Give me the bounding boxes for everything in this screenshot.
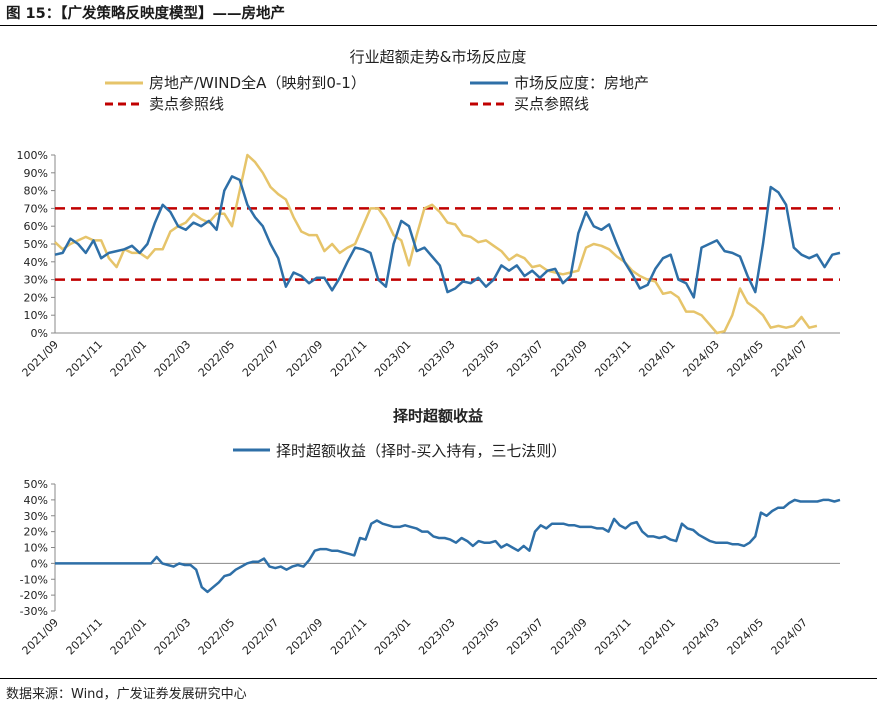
y-tick-label: 0% bbox=[31, 327, 48, 340]
y-tick-label: 30% bbox=[24, 510, 48, 523]
y-tick-label: -30% bbox=[20, 605, 48, 618]
x-tick-label: 2023/11 bbox=[592, 338, 634, 380]
chart2-title: 择时超额收益 bbox=[393, 407, 483, 425]
x-tick-label: 2024/07 bbox=[769, 616, 811, 658]
x-tick-label: 2022/11 bbox=[328, 616, 370, 658]
y-tick-label: 20% bbox=[24, 526, 48, 539]
y-tick-label: 40% bbox=[24, 494, 48, 507]
source-divider bbox=[0, 678, 877, 679]
x-tick-label: 2023/03 bbox=[416, 338, 458, 380]
chart1-title: 行业超额走势&市场反应度 bbox=[350, 48, 527, 66]
y-tick-label: 90% bbox=[24, 167, 48, 180]
x-tick-label: 2022/11 bbox=[328, 338, 370, 380]
x-tick-label: 2022/07 bbox=[240, 616, 282, 658]
series-line-timing-excess bbox=[55, 498, 841, 594]
y-tick-label: -20% bbox=[20, 589, 48, 602]
x-tick-label: 2023/01 bbox=[372, 616, 414, 658]
x-tick-label: 2023/03 bbox=[416, 616, 458, 658]
legend-label-4: 买点参照线 bbox=[514, 95, 589, 113]
legend-label-2: 市场反应度：房地产 bbox=[514, 74, 649, 92]
x-tick-label: 2022/07 bbox=[240, 338, 282, 380]
x-tick-label: 2022/01 bbox=[108, 338, 150, 380]
x-tick-label: 2023/01 bbox=[372, 338, 414, 380]
legend-label-timing: 择时超额收益（择时-买入持有，三七法则） bbox=[276, 442, 566, 460]
x-tick-label: 2024/05 bbox=[725, 616, 767, 658]
series-line-market-response bbox=[54, 175, 841, 299]
x-tick-label: 2022/05 bbox=[196, 616, 238, 658]
x-tick-label: 2024/03 bbox=[680, 338, 722, 380]
x-tick-label: 2023/07 bbox=[504, 338, 546, 380]
source-note: 数据来源：Wind，广发证券发展研究中心 bbox=[6, 687, 247, 702]
legend-label-1: 房地产/WIND全A（映射到0-1） bbox=[149, 74, 366, 92]
y-tick-label: 50% bbox=[24, 478, 48, 491]
y-tick-label: 60% bbox=[24, 220, 48, 233]
x-tick-label: 2024/01 bbox=[636, 338, 678, 380]
x-tick-label: 2022/03 bbox=[152, 338, 194, 380]
legend-label-3: 卖点参照线 bbox=[149, 95, 224, 113]
x-tick-label: 2024/01 bbox=[636, 616, 678, 658]
x-tick-label: 2022/03 bbox=[152, 616, 194, 658]
y-tick-label: 30% bbox=[24, 274, 48, 287]
x-tick-label: 2023/09 bbox=[548, 338, 590, 380]
y-tick-label: 100% bbox=[17, 149, 48, 162]
y-tick-label: 20% bbox=[24, 291, 48, 304]
x-tick-label: 2021/11 bbox=[64, 616, 106, 658]
x-tick-label: 2021/09 bbox=[20, 338, 62, 380]
x-tick-label: 2024/03 bbox=[680, 616, 722, 658]
y-tick-label: 0% bbox=[31, 557, 48, 570]
series-line-relative-strength bbox=[54, 153, 818, 335]
x-tick-label: 2023/09 bbox=[548, 616, 590, 658]
x-tick-label: 2024/05 bbox=[725, 338, 767, 380]
x-tick-label: 2022/09 bbox=[284, 338, 326, 380]
x-tick-label: 2021/09 bbox=[20, 616, 62, 658]
x-tick-label: 2023/11 bbox=[592, 616, 634, 658]
y-tick-label: -10% bbox=[20, 573, 48, 586]
x-tick-label: 2024/07 bbox=[769, 338, 811, 380]
x-tick-label: 2023/05 bbox=[460, 338, 502, 380]
y-tick-label: 50% bbox=[24, 238, 48, 251]
y-tick-label: 70% bbox=[24, 202, 48, 215]
y-tick-label: 40% bbox=[24, 256, 48, 269]
x-tick-label: 2022/01 bbox=[108, 616, 150, 658]
y-tick-label: 10% bbox=[24, 542, 48, 555]
x-tick-label: 2022/09 bbox=[284, 616, 326, 658]
x-tick-label: 2022/05 bbox=[196, 338, 238, 380]
figure-title: 图 15：【广发策略反映度模型】——房地产 bbox=[6, 6, 285, 22]
y-tick-label: 80% bbox=[24, 185, 48, 198]
x-tick-label: 2023/07 bbox=[504, 616, 546, 658]
x-tick-label: 2021/11 bbox=[64, 338, 106, 380]
y-tick-label: 10% bbox=[24, 309, 48, 322]
x-tick-label: 2023/05 bbox=[460, 616, 502, 658]
title-divider bbox=[0, 25, 877, 26]
